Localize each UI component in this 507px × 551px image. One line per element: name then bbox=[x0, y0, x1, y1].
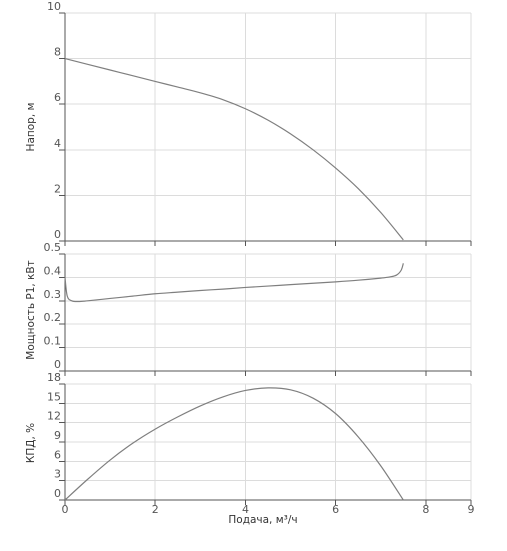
x-tick-label: 9 bbox=[468, 503, 475, 516]
head-chart: 0 2 4 6 8 10 Напор, м bbox=[25, 0, 472, 246]
x-tick-label: 2 bbox=[152, 503, 159, 516]
x-tick-label: 4 bbox=[242, 503, 249, 516]
series-line bbox=[64, 58, 404, 241]
y-tick-label: 0 bbox=[54, 228, 61, 241]
y-tick-label: 0.5 bbox=[44, 241, 62, 254]
y-tick-label: 4 bbox=[54, 137, 61, 150]
y-axis-title: КПД, % bbox=[25, 423, 37, 463]
y-tick-label: 3 bbox=[54, 468, 61, 481]
y-tick-label: 0.2 bbox=[44, 311, 62, 324]
efficiency-chart: 0 3 6 9 12 15 18 0 2 4 6 8 9 КПД, % Подача, м³/ч bbox=[25, 371, 475, 526]
y-tick-label: 8 bbox=[54, 46, 61, 59]
power-chart: 0 0.1 0.2 0.3 0.4 0.5 Мощность P1, кВт bbox=[25, 241, 472, 376]
x-tick-label: 6 bbox=[332, 503, 339, 516]
x-tick-label: 8 bbox=[422, 503, 429, 516]
y-tick-label: 6 bbox=[54, 448, 61, 461]
x-axis-title: Подача, м³/ч bbox=[228, 514, 297, 526]
y-tick-label: 18 bbox=[47, 371, 61, 384]
y-tick-label: 12 bbox=[47, 410, 61, 423]
y-tick-label: 15 bbox=[47, 390, 61, 403]
y-tick-label: 9 bbox=[54, 429, 61, 442]
x-tick-label: 0 bbox=[62, 503, 69, 516]
y-tick-label: 0.3 bbox=[44, 288, 62, 301]
y-tick-label: 0 bbox=[54, 487, 61, 500]
series-line bbox=[64, 263, 404, 303]
y-tick-label: 0 bbox=[54, 358, 61, 371]
y-tick-label: 0.1 bbox=[44, 335, 62, 348]
y-tick-label: 2 bbox=[54, 182, 61, 195]
y-tick-label: 0.4 bbox=[44, 264, 62, 277]
series-line bbox=[64, 387, 404, 501]
y-axis-title: Мощность P1, кВт bbox=[25, 260, 37, 359]
y-tick-label: 6 bbox=[54, 91, 61, 104]
y-axis-title: Напор, м bbox=[25, 103, 37, 152]
y-tick-label: 10 bbox=[47, 0, 61, 13]
